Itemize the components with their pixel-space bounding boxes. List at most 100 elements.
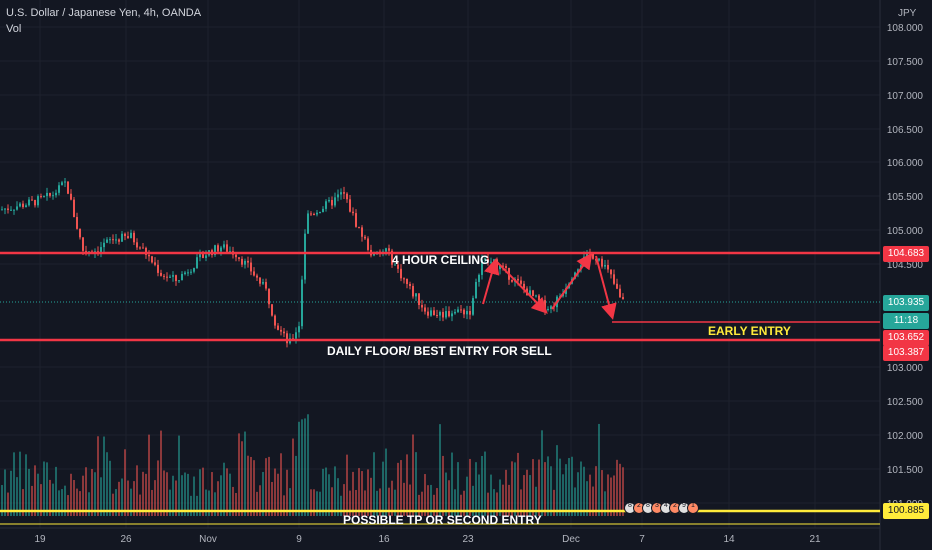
volume-bar xyxy=(457,462,459,516)
volume-bar xyxy=(235,492,237,516)
candle-body xyxy=(34,199,36,206)
volume-bar xyxy=(361,471,363,516)
volume-bar xyxy=(268,456,270,516)
drawn-arrow xyxy=(551,252,593,310)
x-tick-label: 14 xyxy=(723,534,735,545)
y-tick-label: 107.000 xyxy=(887,91,924,102)
volume-bar xyxy=(85,467,87,516)
volume-bar xyxy=(598,423,600,516)
candle-body xyxy=(397,264,399,269)
candle-body xyxy=(466,310,468,315)
volume-bar xyxy=(526,469,528,516)
x-tick-label: Dec xyxy=(562,534,580,545)
candle-body xyxy=(340,192,342,195)
volume-bar xyxy=(4,469,6,516)
volume-bar xyxy=(322,468,324,516)
volume-bar xyxy=(256,491,258,516)
volume-bar xyxy=(388,487,390,516)
candle-body xyxy=(31,199,33,201)
volume-bar xyxy=(154,480,156,516)
candle-body xyxy=(607,264,609,270)
volume-bar xyxy=(58,490,60,516)
volume-bar xyxy=(622,467,624,516)
candle-body xyxy=(298,326,300,333)
candle-body xyxy=(67,181,69,194)
countdown-badge: 11:18 xyxy=(883,313,929,329)
volume-bar xyxy=(304,418,306,516)
candle-body xyxy=(472,298,474,315)
candle-body xyxy=(157,264,159,273)
candle-body xyxy=(121,233,123,242)
volume-bar xyxy=(277,473,279,516)
candle-body xyxy=(391,250,393,265)
volume-bar xyxy=(196,495,198,516)
candle-body xyxy=(112,239,114,241)
volume-bar xyxy=(73,479,75,516)
volume-bar xyxy=(319,491,321,516)
volume-bar xyxy=(13,452,15,516)
event-count: 4 xyxy=(664,502,668,509)
candle-body xyxy=(421,305,423,308)
volume-bar xyxy=(220,475,222,516)
candle-body xyxy=(223,244,225,248)
candle-body xyxy=(496,259,498,270)
y-tick-label: 106.500 xyxy=(887,125,924,136)
candle-body xyxy=(469,310,471,315)
volume-bar xyxy=(49,479,51,516)
candle-body xyxy=(25,205,27,208)
candle-body xyxy=(433,310,435,316)
volume-bar xyxy=(370,477,372,516)
candle-body xyxy=(328,200,330,202)
candle-body xyxy=(229,251,231,253)
y-tick-label: 102.500 xyxy=(887,397,924,408)
volume-bar xyxy=(577,472,579,516)
candle-body xyxy=(37,196,39,206)
volume-bar xyxy=(364,490,366,516)
volume-bar xyxy=(316,491,318,516)
volume-bar xyxy=(172,475,174,516)
y-tick-label: 108.000 xyxy=(887,23,924,34)
candle-body xyxy=(115,239,117,241)
volume-bar xyxy=(601,470,603,516)
x-tick-label: 26 xyxy=(120,534,132,545)
volume-bar xyxy=(484,451,486,516)
candle-body xyxy=(442,311,444,318)
volume-bar xyxy=(442,455,444,516)
volume-bar xyxy=(520,489,522,516)
volume-bar xyxy=(142,471,144,516)
y-tick-label: 106.000 xyxy=(887,158,924,169)
volume-bar xyxy=(160,430,162,516)
volume-bar xyxy=(343,484,345,516)
candle-body xyxy=(499,265,501,270)
candle-body xyxy=(325,201,327,209)
candle-body xyxy=(109,239,111,241)
chart-title: U.S. Dollar / Japanese Yen, 4h, OANDA xyxy=(6,7,202,19)
candle-body xyxy=(451,313,453,317)
volume-bar xyxy=(481,455,483,516)
candle-body xyxy=(358,226,360,228)
candle-body xyxy=(175,275,177,282)
volume-bar xyxy=(130,488,132,516)
volume-bar xyxy=(175,480,177,516)
candle-body xyxy=(511,279,513,282)
volume-bar xyxy=(106,452,108,516)
volume-bar xyxy=(1,485,3,516)
volume-bar xyxy=(7,492,9,516)
candle-body xyxy=(349,199,351,212)
candle-body xyxy=(478,274,480,282)
event-icon xyxy=(687,502,699,514)
candle-body xyxy=(151,256,153,263)
candle-body xyxy=(277,325,279,330)
event-count: 2 xyxy=(637,502,641,509)
volume-bar xyxy=(529,475,531,516)
volume-bar xyxy=(391,480,393,516)
volume-bar xyxy=(127,480,129,516)
volume-bar xyxy=(10,470,12,516)
candle-body xyxy=(166,276,168,278)
volume-bar xyxy=(178,435,180,516)
volume-bar xyxy=(157,460,159,516)
volume-bar xyxy=(145,473,147,516)
candle-body xyxy=(142,247,144,249)
volume-bar xyxy=(112,493,114,516)
